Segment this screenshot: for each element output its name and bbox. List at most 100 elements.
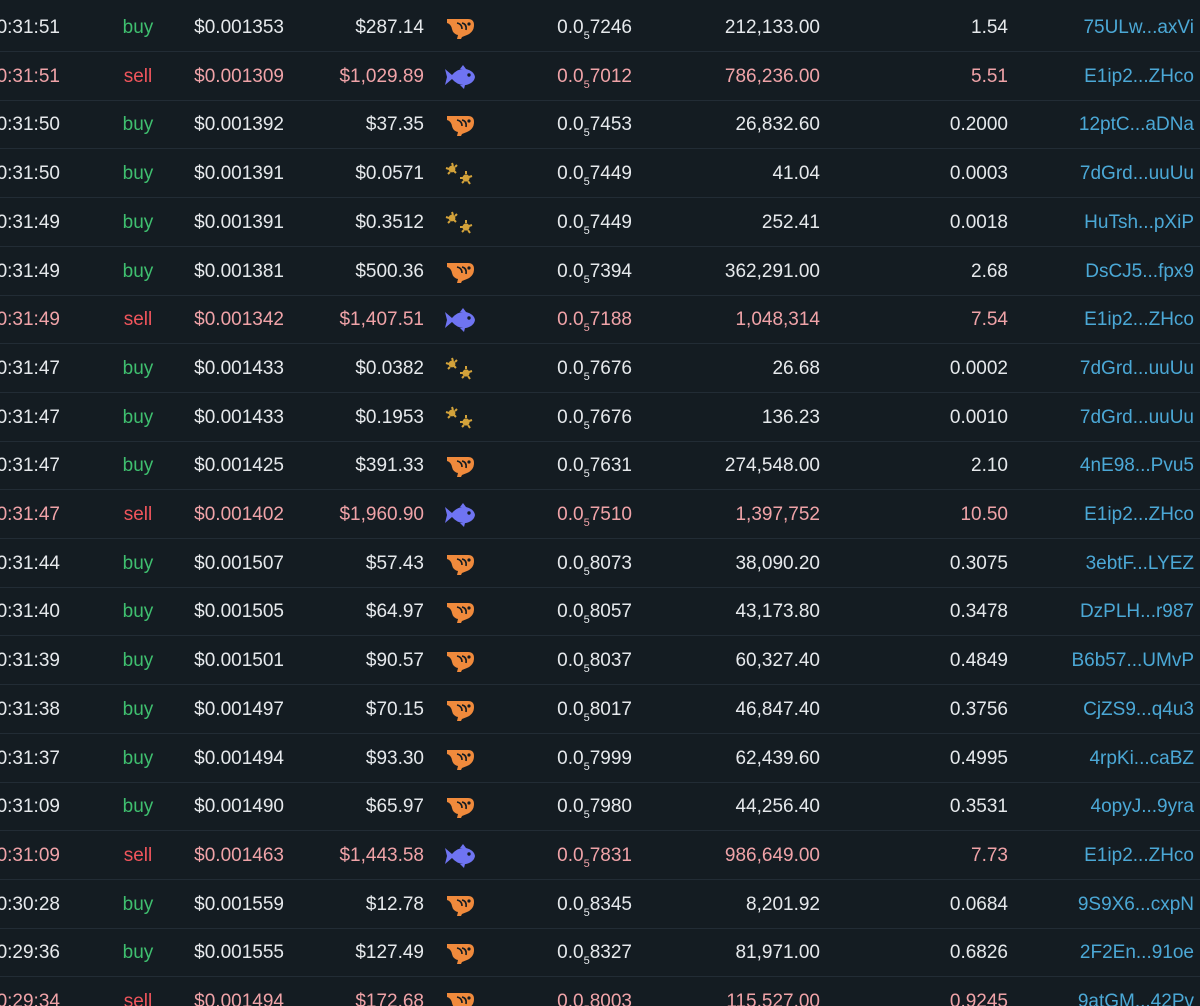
trade-maker-link[interactable]: E1ip2...ZHco: [1084, 844, 1194, 866]
trade-mcap: 0.057676: [500, 345, 632, 393]
mcap-digits: 7676: [589, 357, 632, 379]
trade-mcap: 0.057510: [500, 491, 632, 539]
trade-token-amount: 252.41: [761, 211, 820, 233]
trade-maker-link[interactable]: 4opyJ...9yra: [1090, 796, 1195, 818]
trade-sol-amount: 0.9245: [949, 991, 1008, 1006]
trade-mcap: 0.057980: [500, 783, 632, 831]
trade-row[interactable]: 20:31:51 sell $0.001309 $1,029.89 0.057012 78…: [0, 53, 1200, 101]
trade-mcap: 0.057831: [500, 832, 632, 880]
fish-icon: [438, 832, 482, 880]
trade-row[interactable]: 20:31:49 buy $0.001391 $0.3512 0.057449 252.4…: [0, 199, 1200, 247]
trade-maker-link[interactable]: 12ptC...aDNa: [1078, 114, 1194, 136]
trade-maker-link[interactable]: 9S9X6...cxpN: [1077, 893, 1194, 915]
trade-token-amount: 8,201.92: [746, 893, 820, 915]
trade-mcap: 0.057676: [500, 394, 632, 442]
mcap-zero-count: 5: [583, 760, 590, 773]
trade-maker-link[interactable]: 7dGrd...uuUu: [1079, 357, 1194, 379]
trade-side: sell: [123, 504, 153, 525]
trade-sol-amount: 0.0684: [949, 893, 1008, 915]
trade-row[interactable]: 20:31:47 buy $0.001433 $0.1953 0.057676 136.2…: [0, 394, 1200, 442]
mcap-zero-count: 5: [583, 322, 590, 335]
trade-side: sell: [123, 844, 153, 866]
mcap-zero-count: 5: [583, 224, 590, 237]
trade-maker-link[interactable]: DsCJ5...fpx9: [1085, 260, 1194, 282]
trade-maker-link[interactable]: 4rpKi...caBZ: [1089, 747, 1194, 769]
mcap-prefix: 0.0: [557, 942, 584, 964]
trade-maker-link[interactable]: DzPLH...r987: [1079, 601, 1194, 623]
fish-icon: [438, 296, 482, 344]
trade-mcap: 0.057449: [500, 199, 632, 247]
trade-side: buy: [122, 942, 154, 964]
shrimp-icon: [438, 783, 482, 831]
trade-maker-link[interactable]: 2F2En...91oe: [1079, 942, 1194, 964]
trade-row[interactable]: 20:31:39 buy $0.001501 $90.57 0.058037 60,327…: [0, 637, 1200, 686]
trade-usd-value: $64.97: [365, 601, 424, 623]
mcap-digits: 7394: [589, 260, 632, 282]
trade-price: $0.001402: [194, 504, 284, 525]
trade-row[interactable]: 20:31:38 buy $0.001497 $70.15 0.058017 46,847…: [0, 686, 1200, 734]
trade-side: buy: [122, 796, 154, 818]
mcap-zero-count: 5: [583, 711, 590, 724]
trade-maker-link[interactable]: B6b57...UMvP: [1071, 650, 1195, 672]
trade-row[interactable]: 20:29:34 sell $0.001494 $172.68 0.058003 115,…: [0, 978, 1200, 1006]
trade-price: $0.001490: [194, 796, 284, 818]
trade-maker-link[interactable]: 4nE98...Pvu5: [1079, 455, 1194, 477]
trade-row[interactable]: 20:31:09 sell $0.001463 $1,443.58 0.057831 98…: [0, 832, 1200, 880]
trade-usd-value: $37.35: [365, 114, 424, 136]
trade-time: 20:31:49: [0, 260, 60, 282]
trade-token-amount: 786,236.00: [724, 65, 820, 87]
trade-usd-value: $500.36: [355, 260, 424, 282]
mcap-digits: 8003: [589, 991, 632, 1006]
trade-time: 20:31:50: [0, 114, 60, 136]
trade-row[interactable]: 20:30:28 buy $0.001559 $12.78 0.058345 8,201.…: [0, 881, 1200, 929]
trade-token-amount: 60,327.40: [735, 650, 820, 672]
trade-row[interactable]: 20:31:49 buy $0.001381 $500.36 0.057394 362,2…: [0, 248, 1200, 296]
trade-row[interactable]: 20:31:37 buy $0.001494 $93.30 0.057999 62,439…: [0, 735, 1200, 783]
trade-side: buy: [122, 698, 154, 720]
trade-row[interactable]: 20:31:47 buy $0.001433 $0.0382 0.057676 26.68…: [0, 345, 1200, 393]
trade-mcap: 0.057449: [500, 150, 632, 198]
trade-maker-link[interactable]: 9atGM...42Pv: [1077, 991, 1194, 1006]
trade-maker-link[interactable]: 3ebtF...LYEZ: [1085, 552, 1194, 574]
trade-mcap: 0.057188: [500, 296, 632, 344]
trade-token-amount: 62,439.60: [735, 747, 820, 769]
trade-row[interactable]: 20:31:40 buy $0.001505 $64.97 0.058057 43,173…: [0, 588, 1200, 637]
trade-mcap: 0.057999: [500, 735, 632, 783]
trade-maker-link[interactable]: E1ip2...ZHco: [1084, 65, 1194, 87]
mcap-zero-count: 5: [583, 419, 590, 432]
trade-row[interactable]: 20:31:50 buy $0.001391 $0.0571 0.057449 41.04…: [0, 150, 1200, 199]
trade-price: $0.001494: [194, 991, 284, 1006]
trade-mcap: 0.058327: [500, 929, 632, 977]
trade-row[interactable]: 20:31:44 buy $0.001507 $57.43 0.058073 38,090…: [0, 540, 1200, 588]
trade-row[interactable]: 20:31:49 sell $0.001342 $1,407.51 0.057188 1,…: [0, 296, 1200, 345]
plankton-icon: [438, 394, 482, 442]
trade-row[interactable]: 20:31:09 buy $0.001490 $65.97 0.057980 44,256…: [0, 783, 1200, 832]
trade-maker-link[interactable]: HuTsh...pXiP: [1084, 211, 1194, 233]
trade-price: $0.001463: [194, 844, 284, 866]
trade-row[interactable]: 20:31:47 sell $0.001402 $1,960.90 0.057510 1,…: [0, 491, 1200, 539]
trade-maker-link[interactable]: 7dGrd...uuUu: [1079, 406, 1194, 428]
trade-maker-link[interactable]: 7dGrd...uuUu: [1079, 163, 1194, 185]
mcap-zero-count: 5: [584, 1004, 590, 1006]
trade-row[interactable]: 20:29:36 buy $0.001555 $127.49 0.058327 81,97…: [0, 929, 1200, 978]
trade-side: buy: [122, 260, 154, 282]
trade-row[interactable]: 20:31:47 buy $0.001425 $391.33 0.057631 274,5…: [0, 442, 1200, 491]
mcap-digits: 7510: [589, 504, 632, 525]
trade-sol-amount: 0.3756: [949, 698, 1008, 720]
trade-maker-link[interactable]: CjZS9...q4u3: [1083, 698, 1194, 720]
trade-maker-link[interactable]: 75ULw...axVi: [1083, 17, 1194, 38]
trade-maker-link[interactable]: E1ip2...ZHco: [1084, 504, 1194, 525]
trade-row[interactable]: 20:31:50 buy $0.001392 $37.35 0.057453 26,832…: [0, 101, 1200, 150]
mcap-prefix: 0.0: [557, 698, 584, 720]
trade-time: 20:31:47: [0, 455, 60, 477]
mcap-digits: 7449: [589, 163, 632, 185]
trade-token-amount: 26,832.60: [735, 114, 820, 136]
trade-usd-value: $1,443.58: [339, 844, 424, 866]
mcap-digits: 7999: [589, 747, 632, 769]
trade-maker-link[interactable]: E1ip2...ZHco: [1084, 309, 1194, 331]
mcap-prefix: 0.0: [557, 504, 584, 525]
trade-row[interactable]: 20:31:51 buy $0.001353 $287.14 0.057246 212,1…: [0, 4, 1200, 52]
mcap-prefix: 0.0: [557, 893, 584, 915]
fish-icon: [438, 53, 482, 101]
trade-price: $0.001501: [194, 650, 284, 672]
